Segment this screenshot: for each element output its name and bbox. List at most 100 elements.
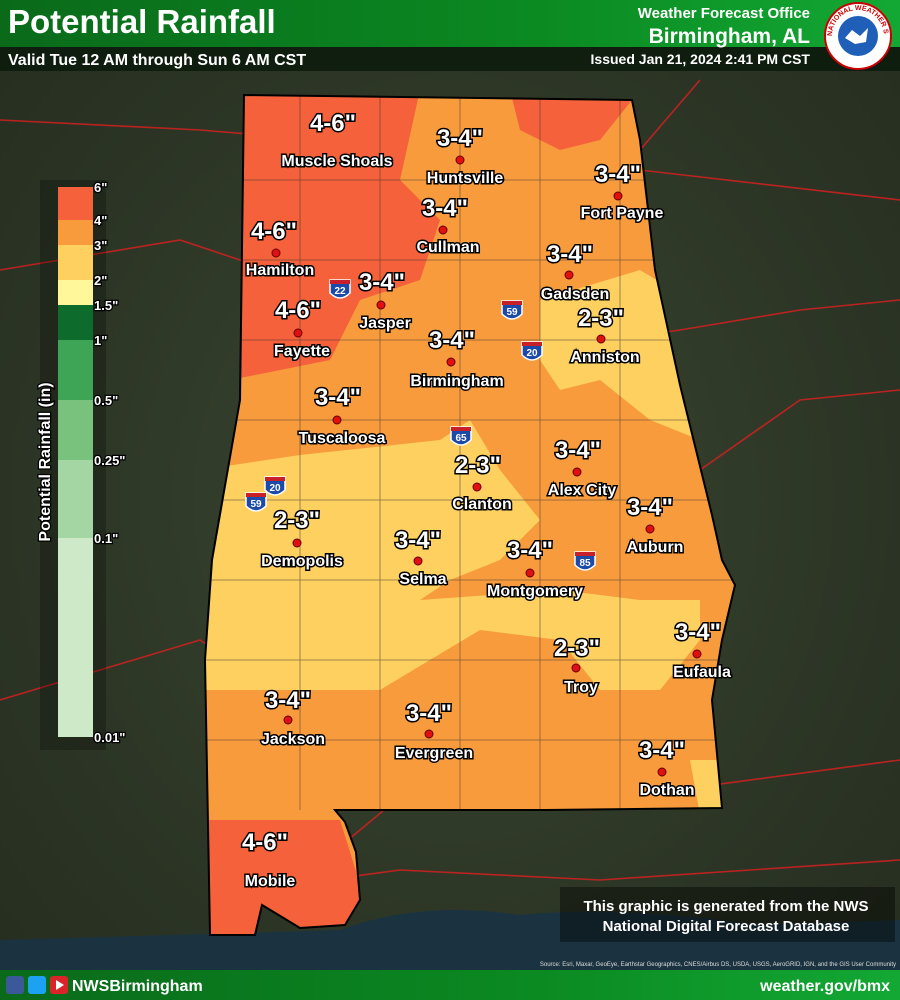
city-name: Cullman: [416, 239, 479, 256]
rainfall-amount: 4-6": [275, 297, 321, 324]
rainfall-amount: 3-4": [429, 327, 475, 354]
rainfall-amount: 3-4": [595, 161, 641, 188]
city-dot: [455, 155, 465, 165]
shield-top: [246, 493, 266, 497]
city-name: Huntsville: [427, 170, 504, 187]
city-dot: [292, 538, 302, 548]
rainfall-amount: 3-4": [359, 269, 405, 296]
city-dot: [438, 225, 448, 235]
shield: [501, 300, 523, 320]
rainfall-amount: 3-4": [507, 537, 553, 564]
header-bar: [0, 0, 900, 47]
city-name: Anniston: [570, 349, 639, 366]
social-handle[interactable]: NWSBirmingham: [72, 978, 203, 995]
city-dot: [571, 663, 581, 673]
city-dot: [572, 467, 582, 477]
city-name: Jackson: [261, 731, 325, 748]
city-dot: [413, 556, 423, 566]
legend-label: 4": [94, 213, 107, 228]
subheader-bar: [0, 47, 900, 71]
rainfall-amount: 3-4": [265, 687, 311, 714]
interstate-shields: 22 59 20 65 20 59 85: [245, 279, 596, 571]
gulf: [0, 910, 900, 970]
issued: Issued Jan 21, 2024 2:41 PM CST: [591, 51, 811, 67]
shield-number: 59: [250, 499, 262, 510]
legend-label: 6": [94, 180, 107, 195]
city-dot: [692, 649, 702, 659]
shield: [329, 279, 351, 299]
legend: 6" 4" 3" 2" 1.5" 1" 0.5" 0.25" 0.1" 0.01": [58, 179, 127, 746]
city-name: Hamilton: [246, 262, 314, 279]
legend-label: 0.01": [94, 730, 125, 745]
shield: [245, 492, 267, 512]
city-name: Selma: [399, 571, 446, 588]
rainfall-amount: 3-4": [547, 241, 593, 268]
area-2-3: [205, 420, 700, 690]
city-dot: [376, 300, 386, 310]
city-dot: [472, 482, 482, 492]
state-border: [203, 93, 737, 936]
city-name: Troy: [564, 679, 598, 696]
rainfall-amount: 2-3": [578, 305, 624, 332]
legend-bin: [58, 245, 93, 280]
legend-label: 0.5": [94, 393, 118, 408]
legend-bin: [58, 280, 93, 305]
legend-label: 1": [94, 333, 107, 348]
city-name: Muscle Shoals: [281, 153, 392, 170]
city-name: Dothan: [639, 782, 694, 799]
note-box: [560, 887, 895, 942]
city-dot: [613, 191, 623, 201]
city-name: Montgomery: [487, 583, 583, 600]
city-dot: [645, 524, 655, 534]
city-dot: [271, 248, 281, 258]
legend-bin: [58, 305, 93, 340]
shield-top: [502, 301, 522, 305]
rainfall-amount: 3-4": [395, 527, 441, 554]
city-name: Fort Payne: [581, 205, 664, 222]
legend-bin: [58, 538, 93, 737]
city-dot: [332, 415, 342, 425]
city-name: Eufaula: [673, 664, 731, 681]
city-dot: [446, 357, 456, 367]
city-dot: [293, 328, 303, 338]
rainfall-amount: 3-4": [675, 619, 721, 646]
legend-title: Potential Rainfall (in): [37, 382, 54, 541]
subtitle: Valid Tue 12 AM through Sun 6 AM CST: [8, 52, 306, 69]
legend-bin: [58, 187, 93, 220]
rainfall-amount: 3-4": [627, 494, 673, 521]
city-dot: [283, 715, 293, 725]
shield-top: [522, 342, 542, 346]
shield-top: [265, 477, 285, 481]
shield: [574, 551, 596, 571]
city-name: Gadsden: [541, 286, 609, 303]
legend-bin: [58, 340, 93, 400]
area-4-6: [510, 95, 640, 150]
shield-top: [451, 427, 471, 431]
footer-bar: [0, 970, 900, 1000]
city-dot: [657, 767, 667, 777]
city-dot: [525, 568, 535, 578]
legend-label: 2": [94, 273, 107, 288]
shield: [450, 426, 472, 446]
rainfall-amount: 3-4": [406, 700, 452, 727]
shield-top: [575, 552, 595, 556]
shield-number: 20: [526, 348, 538, 359]
city-name: Demopolis: [261, 553, 343, 570]
note-line: This graphic is generated from the NWS: [583, 898, 868, 915]
twitter-icon[interactable]: [28, 976, 46, 994]
legend-label: 0.25": [94, 453, 125, 468]
city-dot: [596, 334, 606, 344]
shield-top: [330, 280, 350, 284]
city-name: Birmingham: [410, 373, 503, 390]
rainfall-amount: 4-6": [242, 829, 288, 856]
legend-bin: [58, 400, 93, 460]
website[interactable]: weather.gov/bmx: [759, 978, 890, 995]
legend-bin: [58, 220, 93, 245]
facebook-icon[interactable]: [6, 976, 24, 994]
city-name: Jasper: [359, 315, 411, 332]
rainfall-amount: 2-3": [455, 452, 501, 479]
shield: [264, 476, 286, 496]
shield-number: 59: [506, 307, 518, 318]
source: Source: Esri, Maxar, GeoEye, Earthstar G…: [540, 962, 896, 968]
